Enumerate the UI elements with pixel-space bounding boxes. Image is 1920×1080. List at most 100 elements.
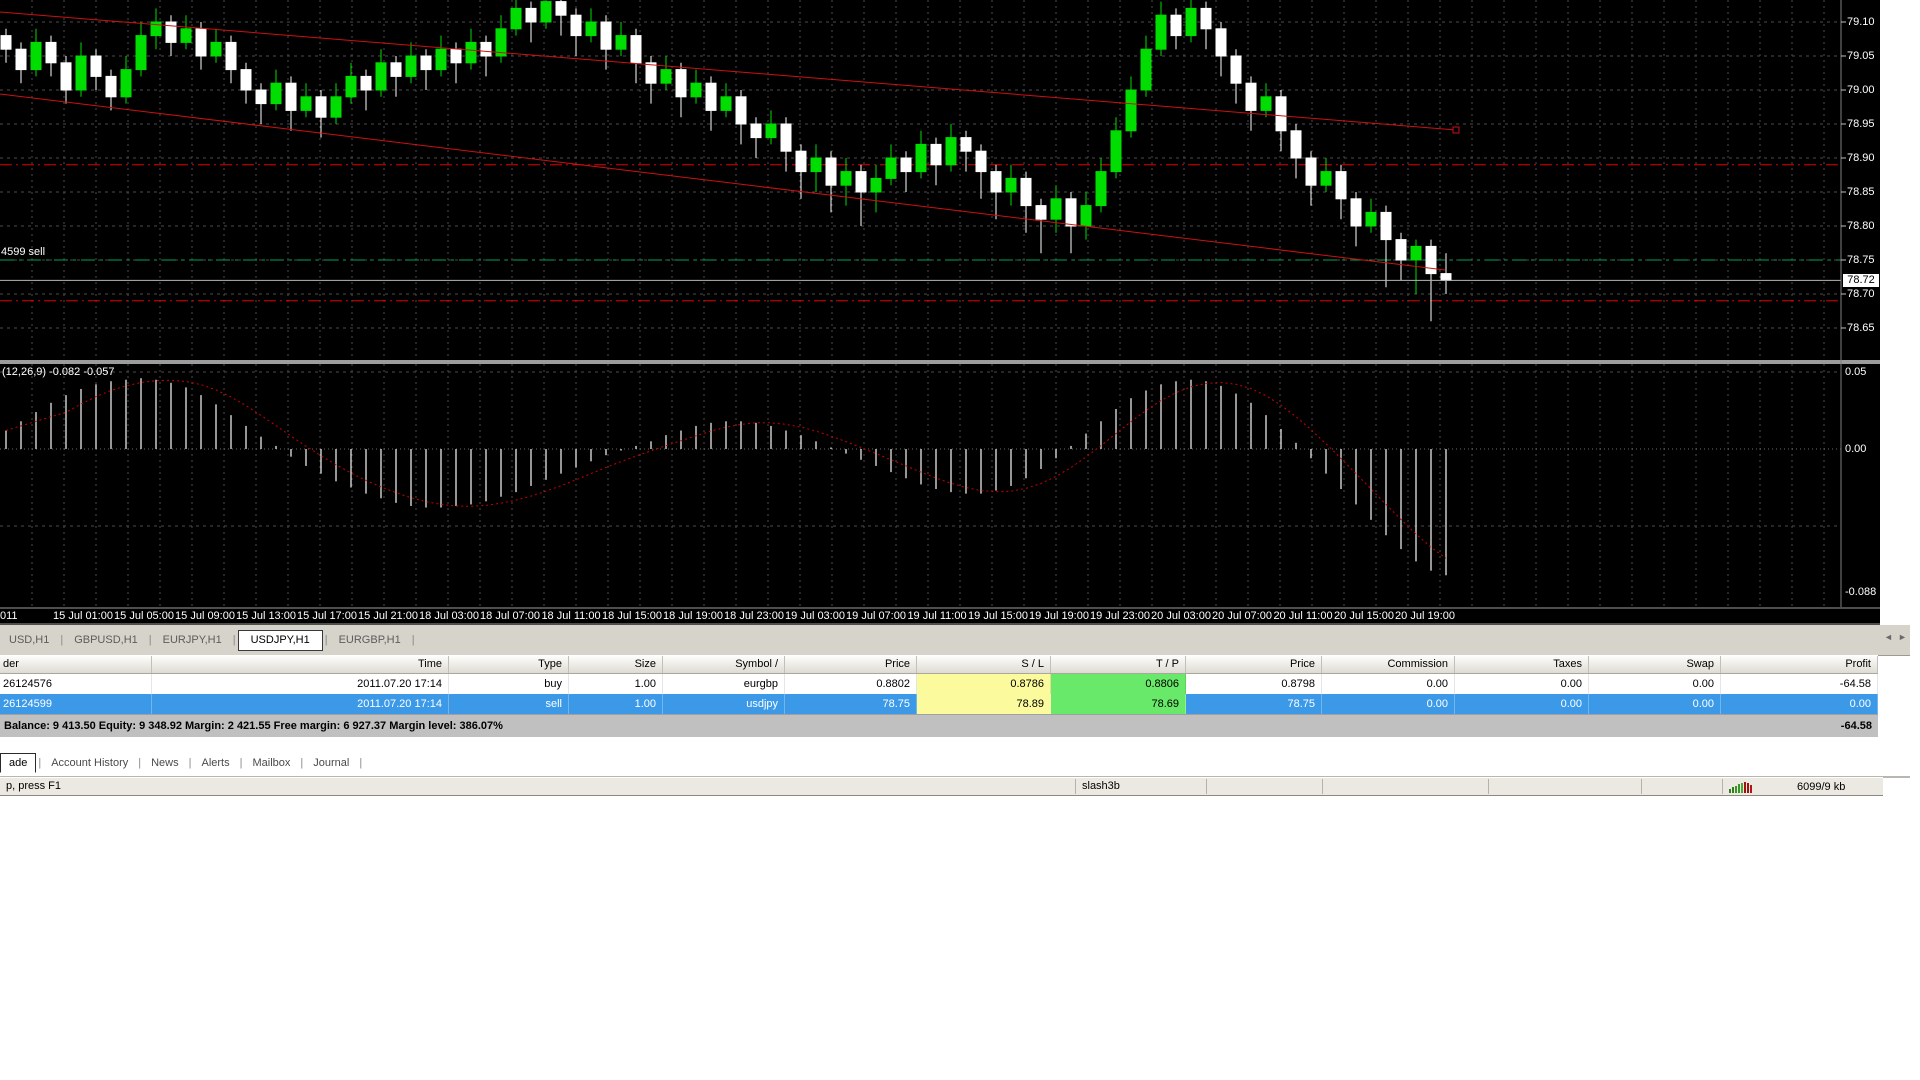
order-cell[interactable]: 1.00 <box>569 674 663 694</box>
time-axis-label: 18 Jul 23:00 <box>724 610 784 622</box>
macd-indicator-label: (12,26,9) -0.082 -0.057 <box>2 366 115 378</box>
tab-separator: | <box>148 634 152 646</box>
order-cell[interactable]: 0.8802 <box>785 674 917 694</box>
price-axis-label: 78.65 <box>1847 322 1875 334</box>
time-axis-label: 19 Jul 23:00 <box>1090 610 1150 622</box>
tab-scroll-left-icon[interactable]: ◄ <box>1884 632 1893 642</box>
column-header[interactable]: S / L <box>917 656 1051 673</box>
tab-separator: | <box>138 757 142 769</box>
tab-separator: | <box>188 757 192 769</box>
order-cell[interactable]: 0.00 <box>1322 694 1455 714</box>
column-header[interactable]: Price <box>1186 656 1322 673</box>
chart-tab-usdjpy-h1[interactable]: USDJPY,H1 <box>237 629 323 651</box>
order-cell[interactable]: 0.8806 <box>1051 674 1186 694</box>
tab-separator: | <box>38 757 42 769</box>
tab-scroll-right-icon[interactable]: ► <box>1898 632 1907 642</box>
order-cell[interactable]: 0.8786 <box>917 674 1051 694</box>
status-cell-empty <box>1322 779 1488 794</box>
terminal-tab-bar: ade | Account History | News | Alerts | Mailbox |… <box>0 752 1910 778</box>
price-axis-label: 79.10 <box>1847 16 1875 28</box>
chart-tab-eurjpy-h1[interactable]: EURJPY,H1 <box>162 633 222 646</box>
order-cell[interactable]: 78.75 <box>1186 694 1322 714</box>
status-cell-empty <box>1641 779 1722 794</box>
indicator-axis-label: 0.00 <box>1845 443 1867 455</box>
terminal-tab-alerts[interactable]: Alerts <box>201 757 230 769</box>
terminal-tab-news[interactable]: News <box>151 757 179 769</box>
order-row[interactable]: 26124576 2011.07.20 17:14 buy 1.00 eurgbp 0.8… <box>0 674 1878 694</box>
time-axis-label: 20 Jul 19:00 <box>1395 610 1455 622</box>
column-header[interactable]: Type <box>449 656 569 673</box>
chart-tab-eurgbp-h1[interactable]: EURGBP,H1 <box>338 633 401 646</box>
time-axis-label: 19 Jul 07:00 <box>846 610 906 622</box>
order-cell[interactable]: 1.00 <box>569 694 663 714</box>
tab-separator: | <box>411 634 415 646</box>
column-header[interactable]: Price <box>785 656 917 673</box>
column-header[interactable]: Taxes <box>1455 656 1589 673</box>
column-header[interactable]: der <box>0 656 152 673</box>
column-header[interactable]: Profit <box>1721 656 1878 673</box>
time-axis-label: 15 Jul 13:00 <box>236 610 296 622</box>
order-cell[interactable]: -64.58 <box>1721 674 1878 694</box>
order-cell[interactable]: 0.00 <box>1455 694 1589 714</box>
time-axis-label: 011 <box>0 610 18 622</box>
account-summary-text: Balance: 9 413.50 Equity: 9 348.92 Margi… <box>4 720 503 732</box>
order-cell[interactable]: 78.69 <box>1051 694 1186 714</box>
order-cell[interactable]: 26124599 <box>0 694 152 714</box>
column-header[interactable]: T / P <box>1051 656 1186 673</box>
order-cell[interactable]: 78.89 <box>917 694 1051 714</box>
chart-tab-usd-h1[interactable]: USD,H1 <box>9 633 50 646</box>
order-cell[interactable]: 26124576 <box>0 674 152 694</box>
column-header[interactable]: Size <box>569 656 663 673</box>
order-row[interactable]: 26124599 2011.07.20 17:14 sell 1.00 usdjpy 78… <box>0 694 1878 714</box>
order-cell[interactable]: 78.75 <box>785 694 917 714</box>
time-axis-label: 18 Jul 19:00 <box>663 610 723 622</box>
chart-tab-bar: USD,H1 | GBPUSD,H1 | EURJPY,H1 | USDJPY,H1 | EUR… <box>0 625 1910 656</box>
order-cell[interactable]: 2011.07.20 17:14 <box>152 674 449 694</box>
status-help-text: p, press F1 <box>6 780 62 792</box>
status-traffic-cell: 6099/9 kb <box>1722 779 1880 794</box>
order-cell[interactable]: eurgbp <box>663 674 785 694</box>
price-axis-label: 78.90 <box>1847 152 1875 164</box>
terminal-tab-ade[interactable]: ade <box>0 753 37 773</box>
order-cell[interactable]: sell <box>449 694 569 714</box>
order-cell[interactable]: buy <box>449 674 569 694</box>
time-axis-label: 18 Jul 15:00 <box>602 610 662 622</box>
column-header[interactable]: Commission <box>1322 656 1455 673</box>
total-profit: -64.58 <box>1840 720 1872 732</box>
tab-separator: | <box>324 634 328 646</box>
account-summary-bar: Balance: 9 413.50 Equity: 9 348.92 Margi… <box>0 714 1878 737</box>
terminal-tab-mailbox[interactable]: Mailbox <box>252 757 291 769</box>
time-axis-label: 15 Jul 21:00 <box>358 610 418 622</box>
traffic-text: 6099/9 kb <box>1797 781 1846 793</box>
time-axis-label: 15 Jul 05:00 <box>114 610 174 622</box>
terminal-tab-account-history[interactable]: Account History <box>51 757 129 769</box>
time-axis-label: 18 Jul 07:00 <box>480 610 540 622</box>
order-cell[interactable]: 0.8798 <box>1186 674 1322 694</box>
order-cell[interactable]: usdjpy <box>663 694 785 714</box>
order-cell[interactable]: 0.00 <box>1455 674 1589 694</box>
terminal-tab-journal[interactable]: Journal <box>313 757 350 769</box>
column-header[interactable]: Symbol / <box>663 656 785 673</box>
price-axis-label: 79.00 <box>1847 84 1875 96</box>
chart-tab-gbpusd-h1[interactable]: GBPUSD,H1 <box>74 633 138 646</box>
time-axis-label: 15 Jul 01:00 <box>53 610 113 622</box>
status-account-name: slash3b <box>1075 779 1206 794</box>
column-header[interactable]: Swap <box>1589 656 1721 673</box>
price-chart-canvas[interactable] <box>0 0 1880 625</box>
column-header[interactable]: Time <box>152 656 449 673</box>
order-cell[interactable]: 0.00 <box>1589 694 1721 714</box>
order-cell[interactable]: 0.00 <box>1589 674 1721 694</box>
indicator-axis-label: -0.088 <box>1845 586 1877 598</box>
status-cell-empty <box>1206 779 1322 794</box>
time-axis-label: 18 Jul 11:00 <box>541 610 601 622</box>
time-axis-label: 20 Jul 07:00 <box>1212 610 1272 622</box>
price-axis-label: 78.85 <box>1847 186 1875 198</box>
time-axis-label: 20 Jul 03:00 <box>1151 610 1211 622</box>
network-meter-icon <box>1729 782 1752 793</box>
order-cell[interactable]: 0.00 <box>1721 694 1878 714</box>
time-axis-label: 15 Jul 09:00 <box>175 610 235 622</box>
order-cell[interactable]: 0.00 <box>1322 674 1455 694</box>
chart-panel[interactable]: 4599 sell (12,26,9) -0.082 -0.057 79.10 7… <box>0 0 1880 625</box>
order-cell[interactable]: 2011.07.20 17:14 <box>152 694 449 714</box>
